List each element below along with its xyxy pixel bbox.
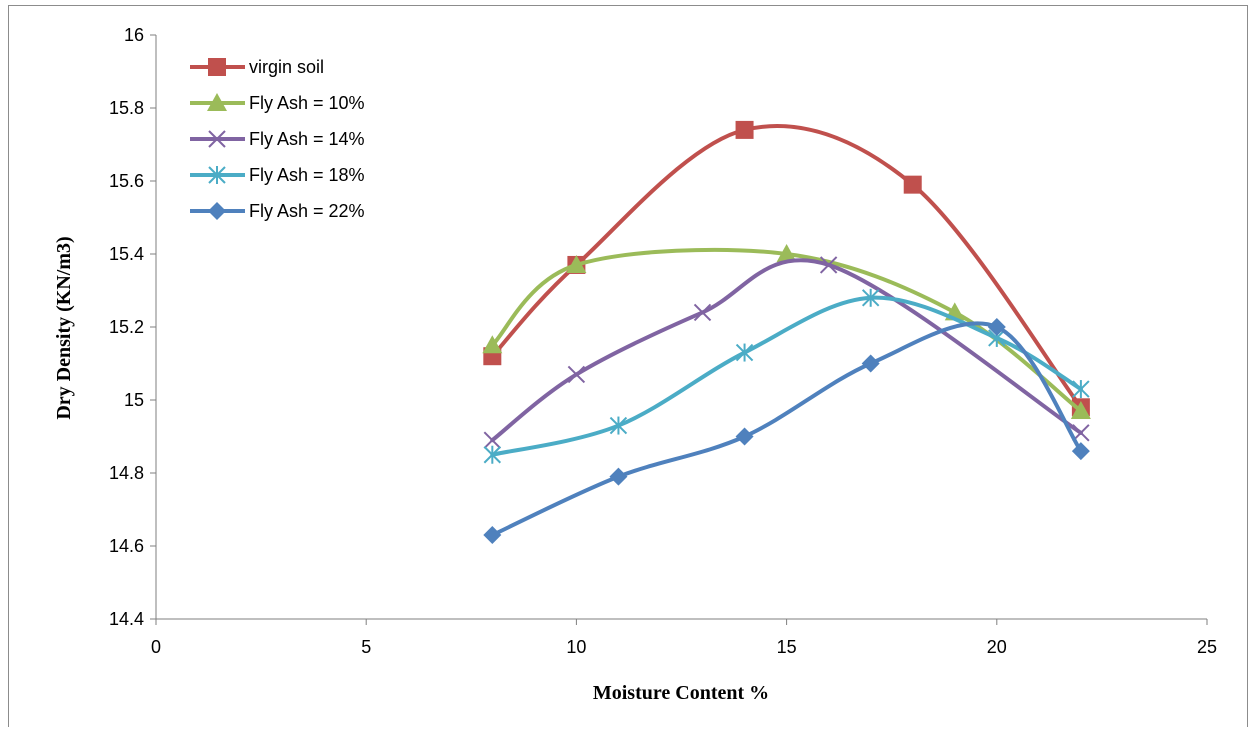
data-point [903, 175, 922, 194]
data-point [735, 427, 754, 446]
y-tick-label: 15.6 [109, 171, 144, 191]
series-line [490, 124, 1083, 410]
x-tick-label: 20 [987, 637, 1007, 657]
legend: virgin soil Fly Ash = 10% Fly Ash = 14% Fly… [190, 57, 365, 221]
data-point [483, 431, 502, 449]
x-tick-label: 0 [151, 637, 161, 657]
legend-item: Fly Ash = 14% [190, 129, 365, 149]
y-tick-label: 15.4 [109, 244, 144, 264]
data-point [987, 318, 1006, 336]
data-point [861, 288, 880, 307]
data-point [1072, 380, 1090, 399]
data-point [609, 416, 628, 435]
legend-label: Fly Ash = 14% [249, 129, 365, 149]
data-point [609, 467, 628, 486]
data-point [483, 445, 502, 464]
legend-label: Fly Ash = 22% [249, 201, 365, 221]
series-4 [483, 318, 1090, 545]
data-point [566, 254, 587, 273]
legend-item: Fly Ash = 22% [190, 201, 365, 221]
y-axis-title: Dry Density (KN/m3) [53, 236, 75, 419]
y-tick-label: 14.6 [109, 536, 144, 556]
y-tick-label: 15.8 [109, 98, 144, 118]
legend-marker [208, 202, 226, 220]
y-tick-label: 14.4 [109, 609, 144, 629]
legend-marker [208, 130, 226, 148]
x-tick-label: 5 [361, 637, 371, 657]
legend-label: Fly Ash = 18% [249, 165, 365, 185]
data-point [567, 365, 586, 384]
legend-label: virgin soil [249, 57, 324, 77]
legend-marker [207, 93, 227, 111]
data-point [819, 256, 838, 274]
y-tick-label: 14.8 [109, 463, 144, 483]
series-2 [483, 256, 1090, 449]
y-tick-label: 16 [124, 25, 144, 45]
x-tick-label: 25 [1197, 637, 1217, 657]
y-tick-label: 15.2 [109, 317, 144, 337]
legend-item: Fly Ash = 10% [190, 93, 365, 113]
data-point [776, 244, 797, 262]
series-line [490, 258, 1083, 443]
legend-marker [208, 58, 226, 76]
y-tick-label: 15 [124, 390, 144, 410]
data-point [735, 120, 754, 139]
x-axis-title: Moisture Content % [593, 682, 769, 704]
data-point [861, 354, 880, 373]
x-tick-label: 15 [777, 637, 797, 657]
legend-marker [208, 166, 226, 184]
data-point [1071, 442, 1090, 461]
chart-frame [8, 5, 1248, 727]
data-point [735, 343, 754, 362]
series-layer [482, 120, 1091, 545]
x-tick-label: 10 [566, 637, 586, 657]
series-line [490, 295, 1083, 457]
series-3 [483, 288, 1090, 464]
legend-item: virgin soil [190, 57, 324, 77]
axes: 14.4 14.6 14.8 15 15.2 15.4 15.6 15.8 16 0 5 10 15 20… [109, 25, 1217, 657]
data-point [1070, 400, 1091, 419]
data-point [693, 303, 712, 322]
legend-item: Fly Ash = 18% [190, 165, 365, 185]
data-point [482, 335, 503, 354]
legend-label: Fly Ash = 10% [249, 93, 365, 113]
series-line [490, 321, 1083, 538]
data-point [483, 526, 502, 545]
